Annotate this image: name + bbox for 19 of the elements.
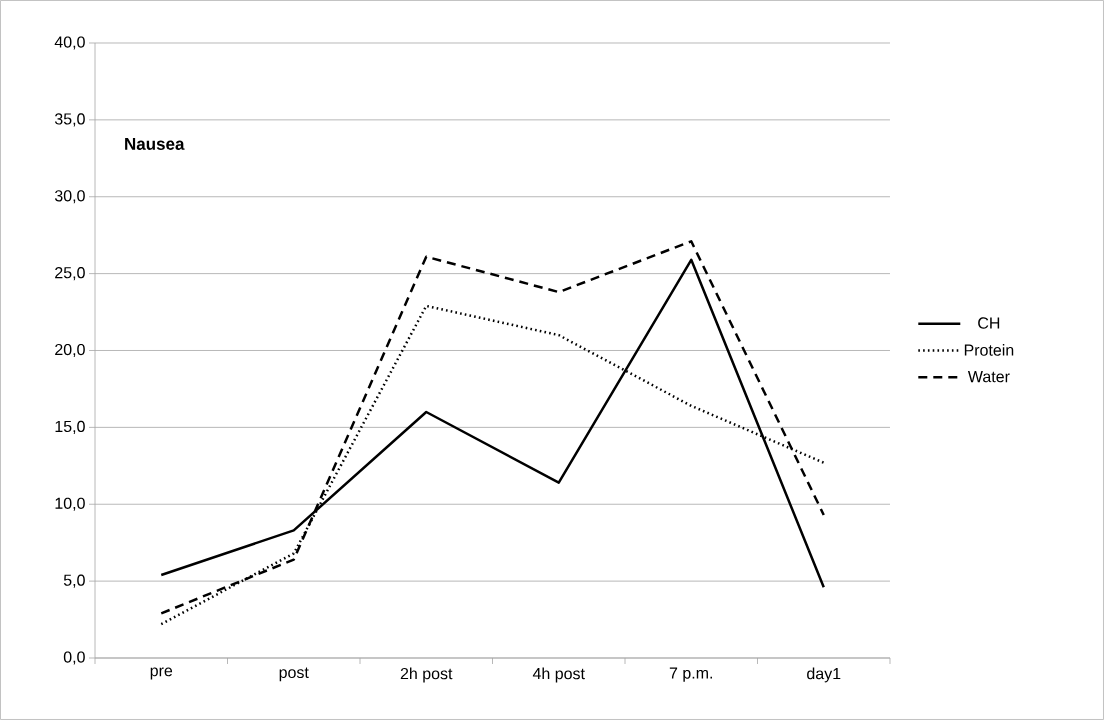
y-tick-label: 35,0 (54, 113, 85, 127)
y-tick-label: 5,0 (63, 574, 85, 588)
x-tick-label: day1 (807, 667, 841, 683)
y-tick-label: 30,0 (54, 190, 85, 204)
y-tick-label: 10,0 (55, 497, 85, 511)
legend-label: CH (978, 317, 1000, 329)
y-tick-label: 20,0 (55, 343, 85, 358)
x-tick-label: pre (150, 667, 173, 680)
y-tick-label: 40,0 (54, 36, 85, 50)
legend-label: Water (967, 371, 1010, 383)
y-tick-label: 15,0 (55, 420, 85, 434)
y-tick-label: 0,0 (63, 651, 85, 665)
x-tick-label: post (279, 667, 309, 682)
text: Nausea (125, 138, 185, 150)
x-tick-label: 7 p.m. (669, 667, 712, 682)
y-tick-label: 25,0 (55, 267, 85, 281)
x-tick-label: 2h post (400, 667, 453, 683)
x-tick-label: 4h post (532, 667, 585, 683)
legend-label: Protein (964, 344, 1014, 356)
